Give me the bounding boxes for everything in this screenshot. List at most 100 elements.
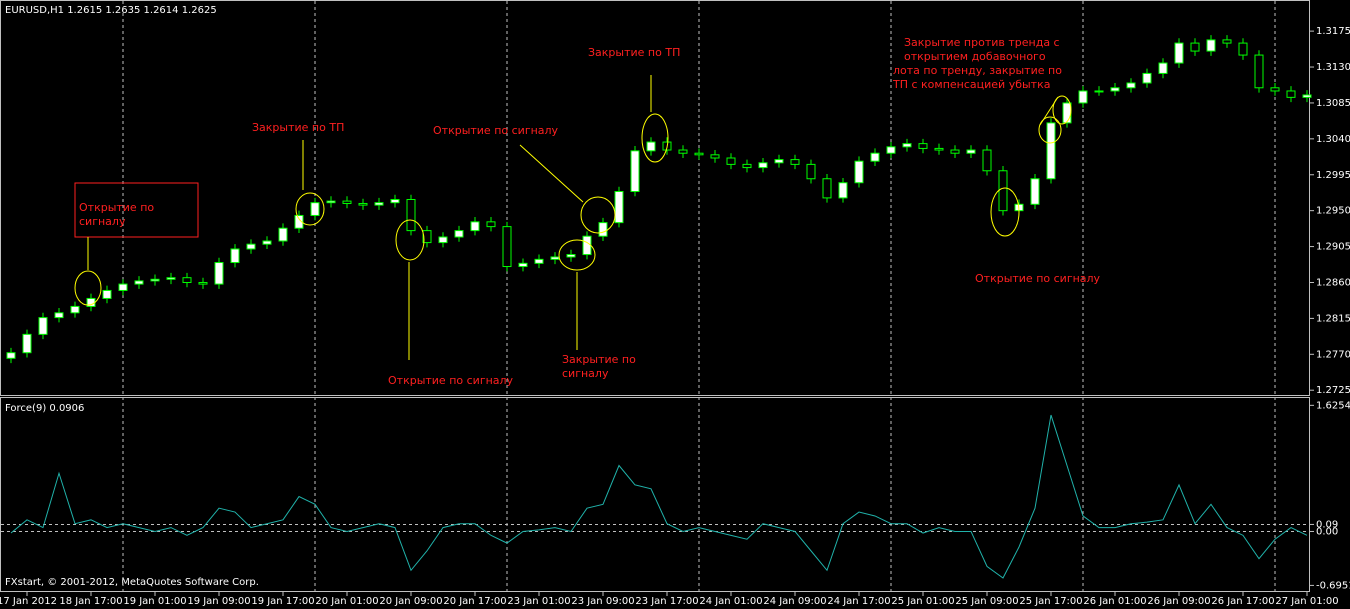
x-tick-label: 19 Jan 17:00 bbox=[251, 596, 314, 607]
candle-body bbox=[54, 312, 64, 319]
y-tick-label: 1.3175 bbox=[1316, 26, 1350, 37]
candle-body bbox=[326, 200, 336, 204]
x-tick-label: 24 Jan 01:00 bbox=[699, 596, 762, 607]
annotation: Открытие по сигналу bbox=[975, 272, 1101, 285]
candle-body bbox=[310, 202, 320, 216]
x-tick-label: 24 Jan 09:00 bbox=[763, 596, 826, 607]
candle-body bbox=[678, 149, 688, 154]
marker-ring bbox=[1038, 116, 1062, 144]
candle-body bbox=[438, 236, 448, 244]
symbol-header: EURUSD,H1 1.2615 1.2635 1.2614 1.2625 bbox=[5, 5, 217, 16]
x-tick-label: 17 Jan 2012 bbox=[0, 596, 57, 607]
x-tick-label: 26 Jan 17:00 bbox=[1211, 596, 1274, 607]
annotation: Закрытие по ТП bbox=[588, 46, 680, 59]
candle-body bbox=[998, 170, 1008, 212]
candle-body bbox=[278, 227, 288, 242]
candle-body bbox=[870, 152, 880, 162]
candle-body bbox=[742, 163, 752, 169]
candle-body bbox=[806, 163, 816, 180]
candle-body bbox=[230, 248, 240, 264]
candle-body bbox=[406, 198, 416, 232]
annotation: лота по тренду, закрытие по bbox=[893, 64, 1062, 77]
indicator-header: Force(9) 0.0906 bbox=[5, 403, 84, 414]
annotation: сигналу bbox=[562, 367, 609, 380]
candle-body bbox=[502, 226, 512, 268]
candle-body bbox=[1110, 87, 1120, 92]
candle-body bbox=[534, 258, 544, 264]
candle-body bbox=[902, 143, 912, 148]
candle-body bbox=[454, 230, 464, 238]
annotation: Открытие по сигналу bbox=[388, 374, 514, 387]
candle-body bbox=[262, 240, 272, 245]
candle-body bbox=[1238, 42, 1248, 56]
candle-body bbox=[150, 278, 160, 282]
y-tick-label: 1.2725 bbox=[1316, 385, 1350, 396]
annotation: ТП с компенсацией убытка bbox=[892, 78, 1050, 91]
candle-body bbox=[38, 317, 48, 335]
candle-body bbox=[550, 256, 560, 260]
x-tick-label: 24 Jan 17:00 bbox=[827, 596, 890, 607]
candle-body bbox=[486, 221, 496, 228]
x-tick-label: 19 Jan 01:00 bbox=[123, 596, 186, 607]
candle-body bbox=[1094, 90, 1104, 93]
candle-body bbox=[1126, 82, 1136, 89]
candle-body bbox=[374, 202, 384, 206]
candle-body bbox=[134, 280, 144, 285]
candle-body bbox=[630, 150, 640, 193]
candle-body bbox=[774, 159, 784, 164]
candle-body bbox=[1078, 90, 1088, 104]
x-tick-label: 26 Jan 09:00 bbox=[1147, 596, 1210, 607]
y-tick-label: 1.2860 bbox=[1316, 277, 1350, 288]
marker-ring bbox=[74, 270, 102, 306]
x-tick-label: 25 Jan 09:00 bbox=[955, 596, 1018, 607]
candle-body bbox=[822, 178, 832, 199]
x-tick-label: 18 Jan 17:00 bbox=[59, 596, 122, 607]
candle-body bbox=[710, 154, 720, 159]
price-panel-frame bbox=[0, 0, 1310, 396]
copyright: FXstart, © 2001-2012, MetaQuotes Softwar… bbox=[5, 577, 259, 588]
candle-body bbox=[198, 281, 208, 285]
annotation: Закрытие по ТП bbox=[252, 121, 344, 134]
candle-body bbox=[166, 277, 176, 280]
candle-body bbox=[886, 146, 896, 154]
annotation-layer: Открытие по сигналу Закрытие по ТП Откры… bbox=[74, 36, 1101, 387]
candle-body bbox=[422, 230, 432, 244]
y-tick-label: -0.6951 bbox=[1316, 580, 1350, 591]
candle-body bbox=[1062, 102, 1072, 124]
annotation: сигналу bbox=[79, 215, 126, 228]
candle-body bbox=[22, 333, 32, 354]
candle-body bbox=[70, 305, 80, 314]
candle-body bbox=[694, 152, 704, 156]
y-tick-label: 1.6254 bbox=[1316, 400, 1350, 411]
y-tick-label: 1.2815 bbox=[1316, 313, 1350, 324]
y-tick-label: 1.2995 bbox=[1316, 170, 1350, 181]
candle-body bbox=[1174, 42, 1184, 64]
candle-body bbox=[726, 157, 736, 165]
candle-body bbox=[6, 352, 16, 359]
marker-ring bbox=[295, 192, 325, 226]
candle-body bbox=[182, 277, 192, 283]
marker-ring bbox=[580, 196, 616, 234]
x-tick-label: 19 Jan 09:00 bbox=[187, 596, 250, 607]
candle-body bbox=[1254, 54, 1264, 89]
candle-body bbox=[854, 160, 864, 184]
candle-body bbox=[470, 221, 480, 232]
y-tick-label: 1.3130 bbox=[1316, 62, 1350, 73]
annotation: Открытие по сигналу bbox=[433, 124, 559, 137]
x-tick-label: 25 Jan 01:00 bbox=[891, 596, 954, 607]
candle-body bbox=[102, 289, 112, 299]
x-tick-label: 20 Jan 09:00 bbox=[379, 596, 442, 607]
candle-body bbox=[966, 149, 976, 154]
candle-body bbox=[950, 149, 960, 154]
candle-body bbox=[566, 254, 576, 258]
arrow bbox=[519, 144, 584, 203]
candle-body bbox=[790, 159, 800, 165]
y-tick-label: 1.2770 bbox=[1316, 349, 1350, 360]
arrow bbox=[1039, 96, 1059, 126]
annotation-box bbox=[74, 182, 199, 238]
x-tick-label: 23 Jan 17:00 bbox=[635, 596, 698, 607]
candle-body bbox=[1206, 39, 1216, 52]
